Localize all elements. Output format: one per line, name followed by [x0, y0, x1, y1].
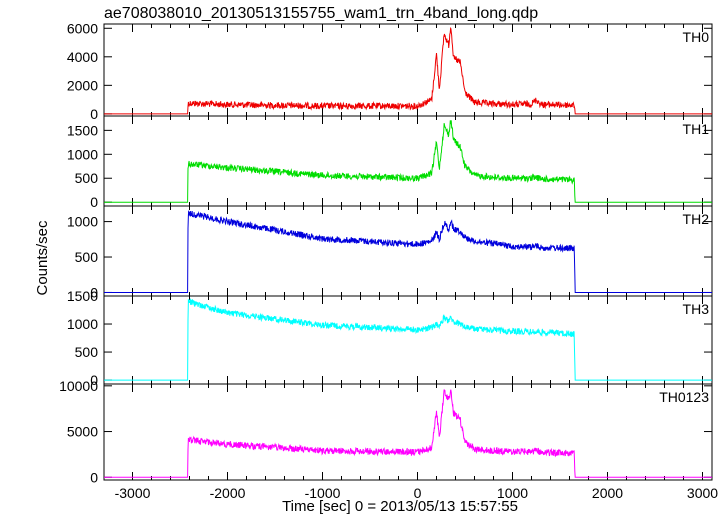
panel-label: TH0	[683, 29, 710, 45]
series-line-th0	[104, 26, 712, 115]
y-tick-label: 1500	[67, 122, 98, 138]
y-tick-label: 0	[90, 284, 98, 300]
y-axis-label: Counts/sec	[34, 220, 51, 296]
y-tick-label: 0	[90, 469, 98, 485]
panel-label: TH3	[683, 301, 710, 317]
panel-frame	[103, 383, 713, 481]
panel-th3: 0 500 1000 1500 TH3	[67, 288, 713, 388]
x-tick-label: -2000	[210, 485, 246, 501]
y-tick-label: 500	[75, 170, 99, 186]
y-tick-label: 5000	[67, 424, 98, 440]
x-axis-label: Time [sec] 0 = 2013/05/13 15:57:55	[282, 498, 518, 515]
x-tick-label: 3000	[687, 485, 718, 501]
x-tick-label: 0	[414, 485, 422, 501]
panel-label: TH0123	[659, 389, 709, 405]
y-tick-label: 500	[75, 249, 99, 265]
panel-frame	[103, 295, 713, 385]
y-tick-label: 0	[90, 194, 98, 210]
y-tick-label: 1000	[67, 214, 98, 230]
y-tick-label: 500	[75, 344, 99, 360]
y-tick-label: 0	[90, 106, 98, 122]
series-line-th3	[104, 297, 712, 381]
x-tick-label: -3000	[115, 485, 151, 501]
y-tick-label: 2000	[67, 77, 98, 93]
x-tick-label: 1000	[497, 485, 528, 501]
panel-label: TH2	[683, 211, 710, 227]
panel-th2: 0 500 1000 TH2	[67, 205, 713, 300]
x-tick-label: -1000	[305, 485, 341, 501]
panel-th0123: 0 5000 10000 TH0123	[59, 378, 713, 485]
chart-title: ae708038010_20130513155755_wam1_trn_4ban…	[104, 5, 538, 22]
y-tick-label: 1000	[67, 316, 98, 332]
x-tick-label: 2000	[592, 485, 623, 501]
panel-th0: 0 2000 4000 6000 TH0	[67, 20, 713, 122]
panels: 0 2000 4000 6000 TH0 0 500 1000 1500 TH1 0 500 1000 T…	[59, 20, 718, 501]
series-line-th0123	[104, 389, 712, 478]
y-tick-label: 1500	[67, 288, 98, 304]
y-tick-label: 10000	[59, 378, 98, 394]
y-tick-label: 6000	[67, 20, 98, 36]
panel-th1: 0 500 1000 1500 TH1	[67, 115, 713, 210]
y-tick-label: 4000	[67, 49, 98, 65]
panel-frame	[103, 205, 713, 297]
panel-frame	[103, 115, 713, 207]
panel-label: TH1	[683, 121, 710, 137]
series-line-th2	[104, 210, 712, 293]
y-tick-label: 1000	[67, 146, 98, 162]
series-line-th1	[104, 119, 712, 203]
y-tick-label: 0	[90, 372, 98, 388]
